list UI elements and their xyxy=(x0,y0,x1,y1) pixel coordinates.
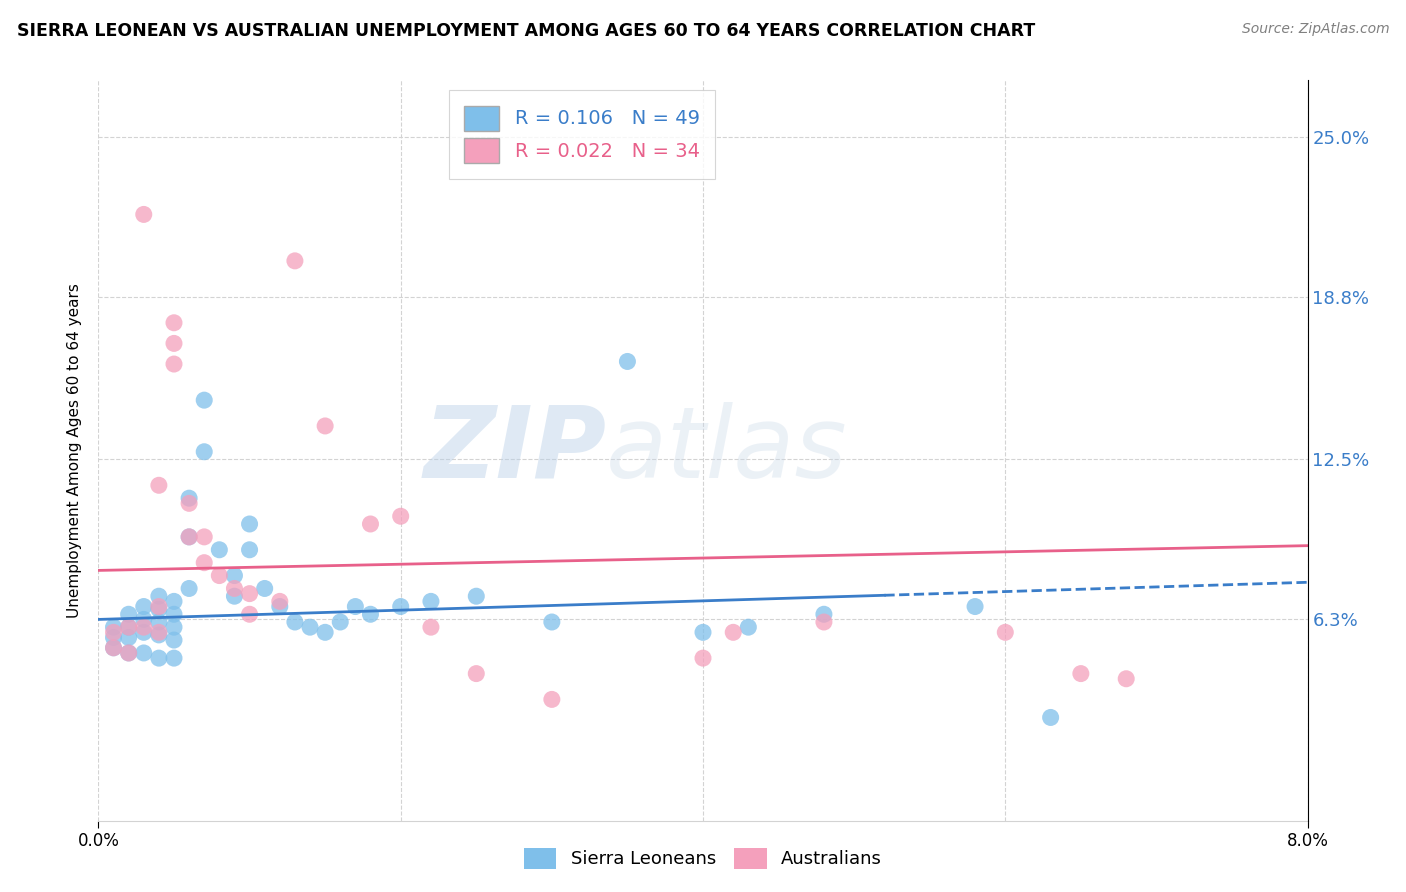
Point xyxy=(994,625,1017,640)
Point xyxy=(103,640,125,655)
Point xyxy=(132,646,155,660)
Point xyxy=(389,599,412,614)
Point xyxy=(163,651,186,665)
Point xyxy=(284,253,307,268)
Point xyxy=(118,620,141,634)
Point xyxy=(813,615,835,629)
Point xyxy=(540,692,562,706)
Point xyxy=(163,607,186,622)
Point xyxy=(179,530,201,544)
Point xyxy=(193,556,215,570)
Point xyxy=(163,316,186,330)
Point xyxy=(1115,672,1137,686)
Point xyxy=(540,615,562,629)
Text: Source: ZipAtlas.com: Source: ZipAtlas.com xyxy=(1241,22,1389,37)
Point xyxy=(148,651,170,665)
Point xyxy=(163,594,186,608)
Point xyxy=(723,625,745,640)
Point xyxy=(103,620,125,634)
Point xyxy=(224,568,246,582)
Point xyxy=(389,509,412,524)
Point xyxy=(224,582,246,596)
Point xyxy=(1070,666,1092,681)
Point xyxy=(239,516,262,531)
Point xyxy=(132,599,155,614)
Point xyxy=(284,615,307,629)
Point xyxy=(420,620,443,634)
Point xyxy=(692,651,714,665)
Point xyxy=(314,419,336,434)
Point xyxy=(103,631,125,645)
Point xyxy=(420,594,443,608)
Point xyxy=(329,615,352,629)
Point xyxy=(224,589,246,603)
Point xyxy=(179,530,201,544)
Point xyxy=(179,582,201,596)
Y-axis label: Unemployment Among Ages 60 to 64 years: Unemployment Among Ages 60 to 64 years xyxy=(67,283,83,618)
Point xyxy=(148,628,170,642)
Point xyxy=(269,594,291,608)
Point xyxy=(132,207,155,221)
Point xyxy=(163,357,186,371)
Text: SIERRA LEONEAN VS AUSTRALIAN UNEMPLOYMENT AMONG AGES 60 TO 64 YEARS CORRELATION : SIERRA LEONEAN VS AUSTRALIAN UNEMPLOYMEN… xyxy=(17,22,1035,40)
Point xyxy=(132,612,155,626)
Point xyxy=(193,530,215,544)
Point xyxy=(163,620,186,634)
Point xyxy=(193,444,215,458)
Point xyxy=(118,620,141,634)
Point xyxy=(148,625,170,640)
Point xyxy=(103,625,125,640)
Point xyxy=(193,393,215,408)
Point xyxy=(163,336,186,351)
Point xyxy=(118,646,141,660)
Point xyxy=(1039,710,1062,724)
Point xyxy=(239,542,262,557)
Text: atlas: atlas xyxy=(606,402,848,499)
Point xyxy=(132,625,155,640)
Point xyxy=(965,599,987,614)
Point xyxy=(118,646,141,660)
Point xyxy=(148,615,170,629)
Point xyxy=(148,478,170,492)
Point xyxy=(299,620,322,634)
Point xyxy=(239,587,262,601)
Point xyxy=(118,607,141,622)
Point xyxy=(163,633,186,648)
Point xyxy=(239,607,262,622)
Point xyxy=(148,589,170,603)
Point xyxy=(269,599,291,614)
Point xyxy=(208,542,231,557)
Point xyxy=(132,620,155,634)
Point xyxy=(692,625,714,640)
Point xyxy=(616,354,638,368)
Point xyxy=(208,568,231,582)
Point xyxy=(253,582,276,596)
Point xyxy=(465,666,488,681)
Point xyxy=(344,599,367,614)
Point xyxy=(465,589,488,603)
Point xyxy=(813,607,835,622)
Point xyxy=(360,516,382,531)
Point xyxy=(314,625,336,640)
Legend: R = 0.106   N = 49, R = 0.022   N = 34: R = 0.106 N = 49, R = 0.022 N = 34 xyxy=(449,90,716,179)
Point xyxy=(148,602,170,616)
Point xyxy=(148,599,170,614)
Point xyxy=(179,491,201,506)
Text: ZIP: ZIP xyxy=(423,402,606,499)
Legend: Sierra Leoneans, Australians: Sierra Leoneans, Australians xyxy=(517,840,889,876)
Point xyxy=(179,496,201,510)
Point xyxy=(737,620,759,634)
Point xyxy=(360,607,382,622)
Point xyxy=(103,640,125,655)
Point xyxy=(118,631,141,645)
